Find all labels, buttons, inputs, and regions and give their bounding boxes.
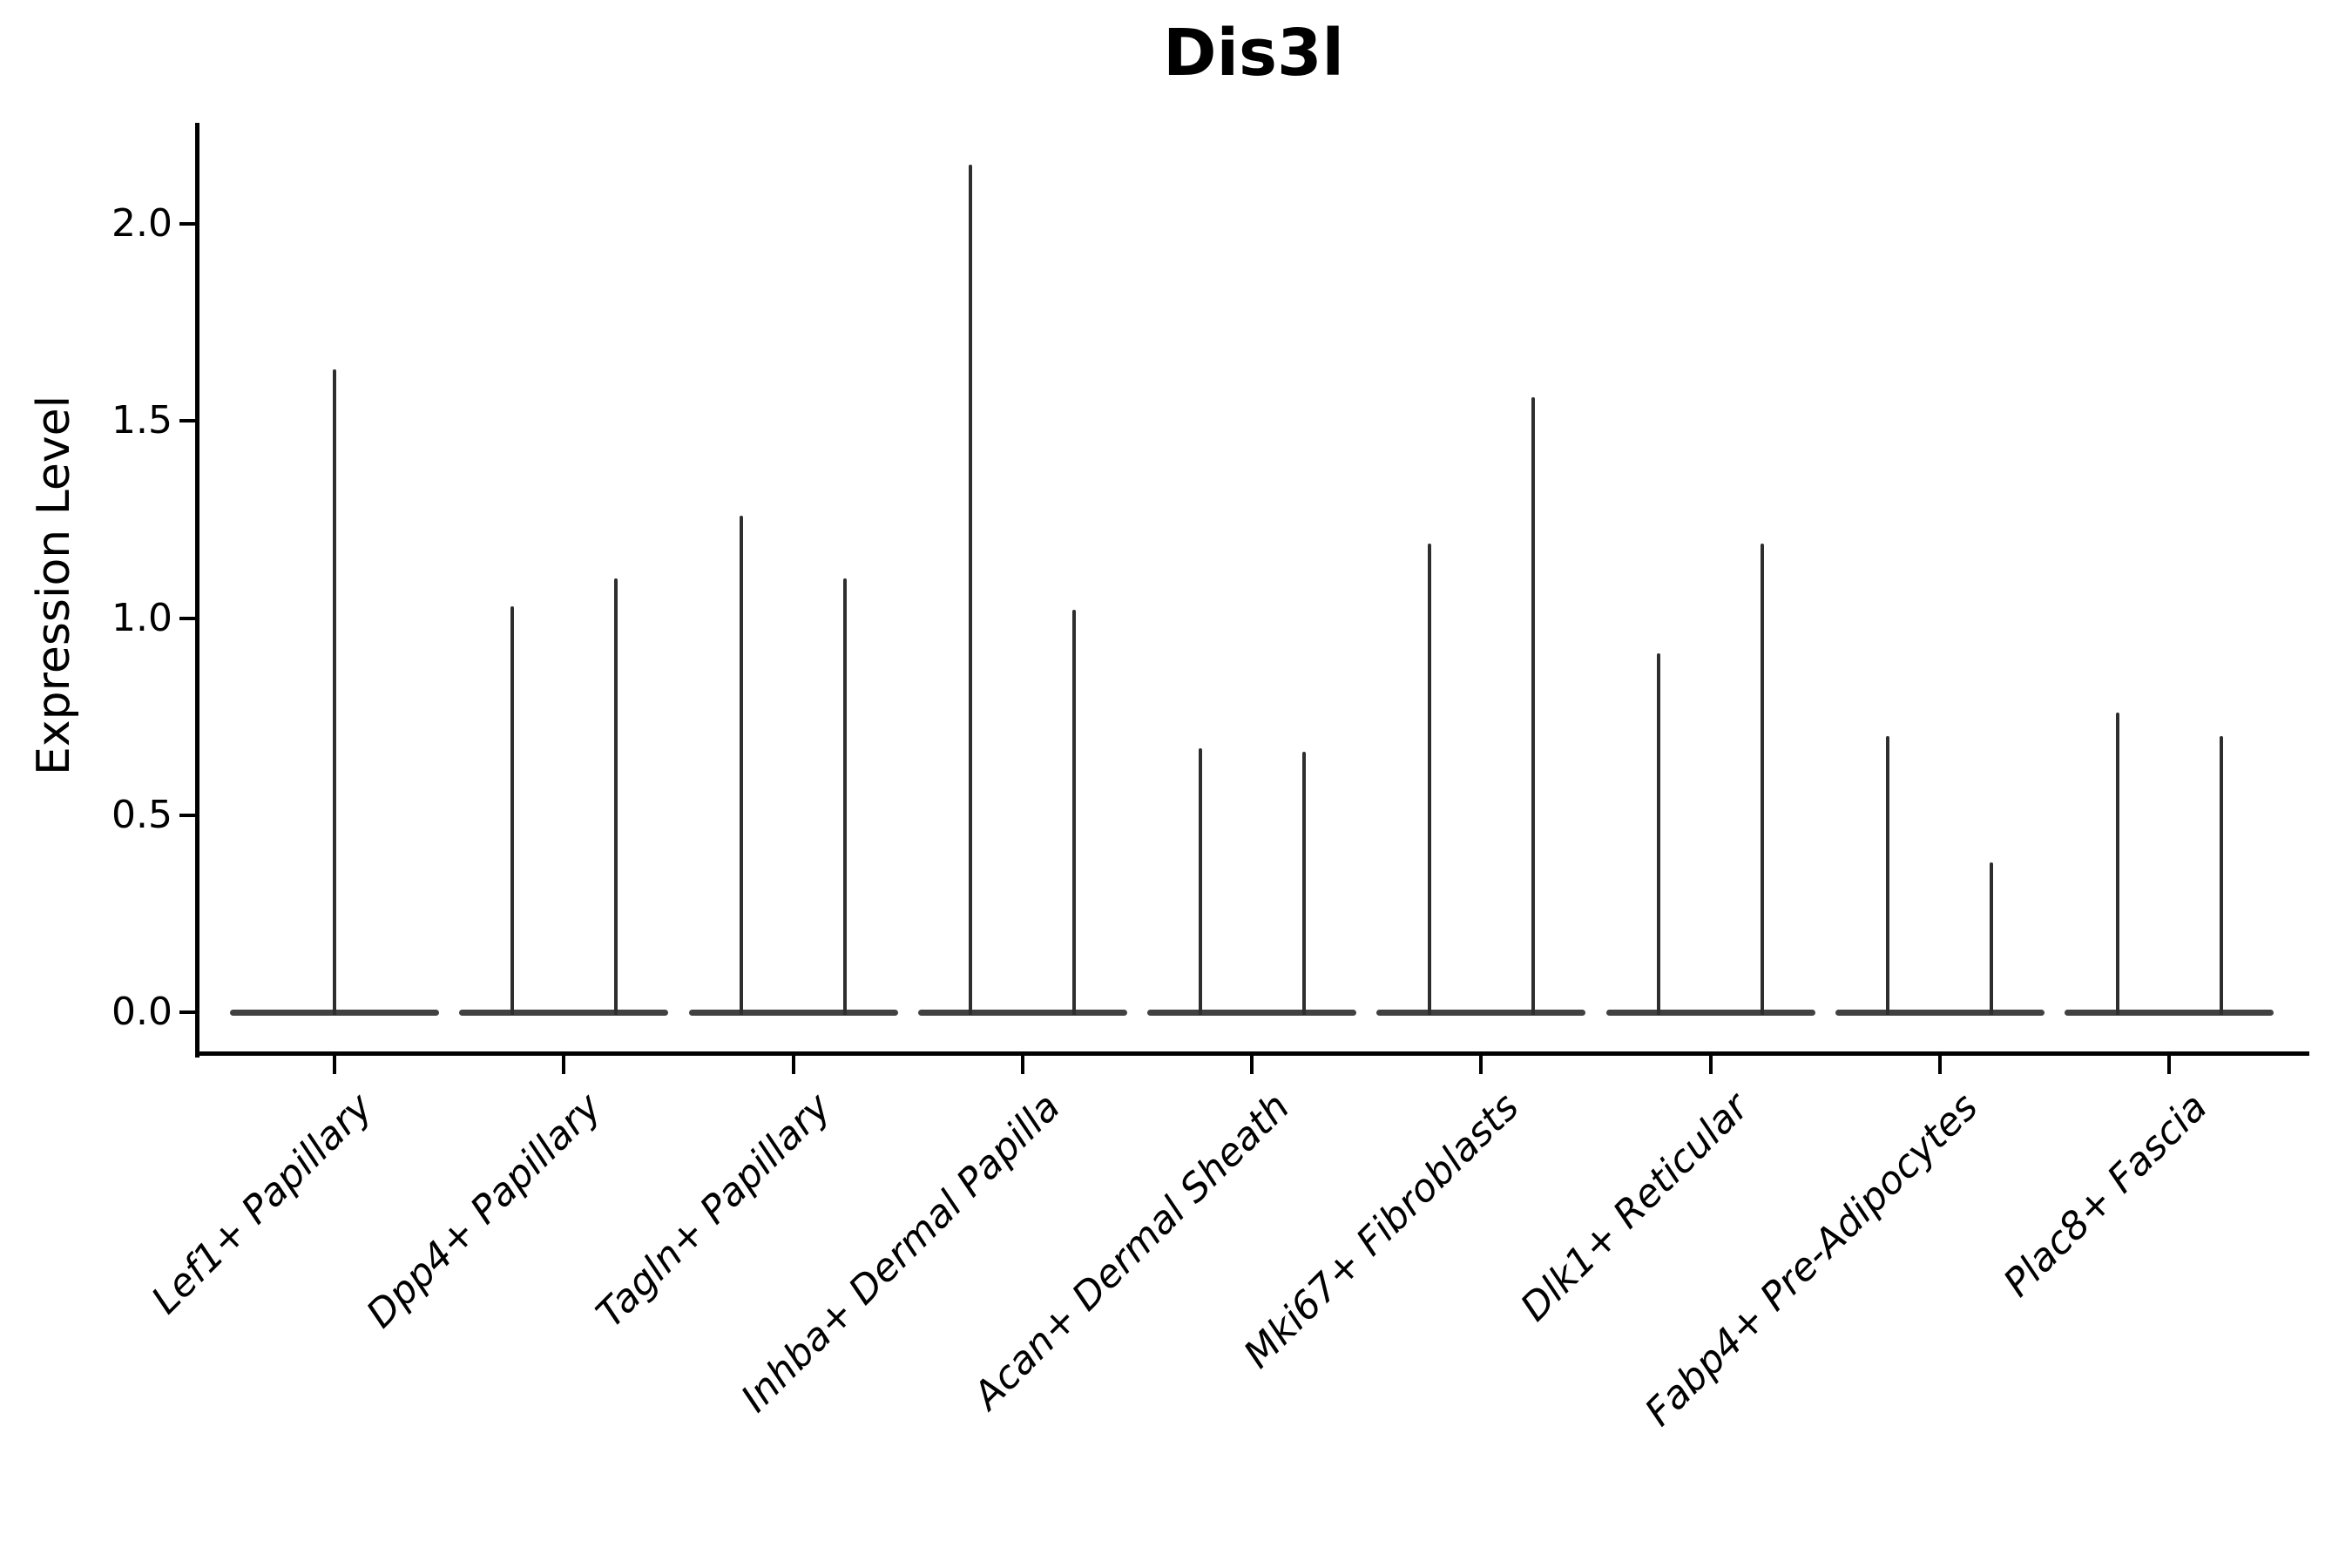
violin-spike — [843, 578, 847, 1015]
violin-baseline — [459, 1009, 669, 1016]
y-tick — [179, 1010, 198, 1014]
x-tick-label: Lef1+ Papillary — [143, 1085, 382, 1323]
x-tick — [1708, 1053, 1713, 1074]
chart-title: Dis3l — [1163, 16, 1344, 91]
y-tick — [179, 813, 198, 817]
x-tick — [1937, 1053, 1942, 1074]
x-tick-label: Dpp4+ Papillary — [358, 1085, 611, 1337]
violin-spike — [2115, 713, 2119, 1015]
y-axis-spine — [195, 123, 199, 1058]
violin-spike — [1301, 752, 1306, 1015]
violin-spike — [510, 605, 514, 1015]
y-tick-label: 2.0 — [112, 201, 172, 246]
y-tick — [179, 419, 198, 423]
x-tick — [1479, 1053, 1484, 1074]
y-tick-label: 1.5 — [112, 398, 172, 443]
x-tick — [1250, 1053, 1254, 1074]
violin-baseline — [1835, 1009, 2044, 1016]
violin-spike — [1198, 747, 1202, 1015]
violin-spike — [1657, 653, 1660, 1015]
x-tick — [333, 1053, 336, 1074]
violin-baseline — [1147, 1009, 1356, 1016]
violin-baseline — [917, 1009, 1127, 1016]
y-tick — [179, 616, 198, 620]
violin-spike — [333, 369, 336, 1015]
violin-spike — [2219, 736, 2223, 1015]
violin-spike — [1531, 397, 1535, 1015]
violin-spike — [1990, 862, 1994, 1015]
x-tick — [2167, 1053, 2171, 1074]
y-tick — [179, 222, 198, 226]
violin-spike — [613, 578, 618, 1015]
x-tick-label: Tagln+ Papillary — [588, 1085, 840, 1337]
violin-spike — [1761, 543, 1764, 1015]
y-axis-label: Expression Level — [28, 395, 80, 776]
violin-spike — [740, 515, 743, 1015]
violin-baseline — [688, 1009, 898, 1016]
violin-spike — [1072, 610, 1077, 1015]
y-tick-label: 0.5 — [112, 792, 172, 837]
violin-spike — [969, 165, 973, 1015]
y-tick-label: 1.0 — [112, 595, 172, 640]
x-tick-label: Plac8+ Fascia — [1994, 1085, 2216, 1306]
y-tick-label: 0.0 — [112, 990, 172, 1034]
x-tick — [562, 1053, 566, 1074]
violin-spike — [1886, 736, 1890, 1015]
violin-baseline — [1605, 1009, 1815, 1016]
violin-baseline — [1376, 1009, 1586, 1016]
violin-spike — [1427, 543, 1431, 1015]
violin-baseline — [2065, 1009, 2274, 1016]
x-tick — [791, 1053, 795, 1074]
x-tick — [1020, 1053, 1024, 1074]
x-tick-label: Dlk1+ Reticular — [1511, 1085, 1757, 1330]
